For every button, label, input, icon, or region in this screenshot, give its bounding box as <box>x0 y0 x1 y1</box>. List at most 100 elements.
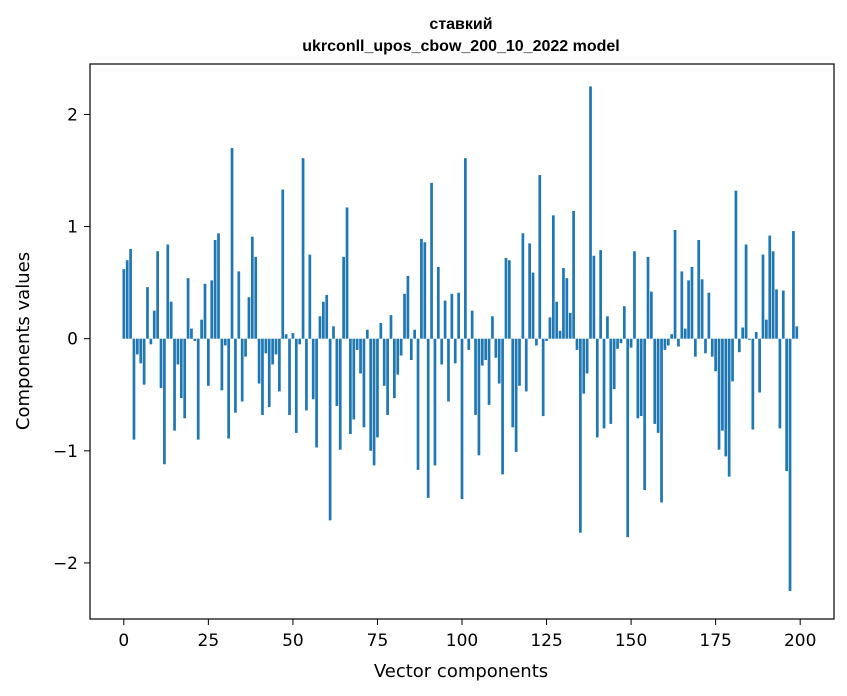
bar <box>227 338 231 439</box>
bar <box>518 338 521 386</box>
bar <box>467 338 471 350</box>
bar <box>501 338 504 475</box>
bar <box>328 338 332 521</box>
bar <box>592 255 596 339</box>
bar <box>179 338 183 399</box>
bar <box>426 338 430 498</box>
bar <box>724 338 728 457</box>
bar <box>538 175 542 339</box>
x-axis: 0 25 50 75 100 125 150 175 200 <box>118 619 816 651</box>
bar <box>653 338 657 424</box>
y-axis-label: Components values <box>13 252 34 430</box>
x-tick-label: 50 <box>282 631 304 651</box>
bar <box>535 338 538 346</box>
bar <box>457 292 460 339</box>
bar <box>744 244 748 339</box>
bar <box>595 338 599 438</box>
bar <box>511 338 515 428</box>
bar <box>190 328 193 339</box>
bar <box>200 319 203 339</box>
bar <box>163 338 166 465</box>
bar <box>748 338 751 340</box>
bar <box>795 326 799 339</box>
bar <box>710 338 714 357</box>
bar <box>146 287 149 339</box>
bar <box>585 338 589 374</box>
bar <box>261 338 264 415</box>
bar <box>396 338 400 375</box>
x-tick-label: 125 <box>530 631 562 651</box>
bar <box>382 338 386 386</box>
bar <box>484 338 488 360</box>
bar <box>207 338 210 386</box>
bar <box>183 338 187 419</box>
bar <box>646 256 650 339</box>
bar <box>129 249 132 339</box>
bar <box>741 327 745 339</box>
bar <box>193 338 197 341</box>
bar <box>666 338 670 346</box>
bar <box>677 338 680 347</box>
bar <box>629 338 633 348</box>
bar <box>480 338 484 366</box>
bar <box>250 236 254 339</box>
bar <box>379 323 383 339</box>
bar <box>551 215 555 339</box>
bar <box>213 240 217 339</box>
bar <box>636 338 640 419</box>
bar <box>430 182 433 339</box>
bar <box>223 338 227 346</box>
bar <box>494 338 498 358</box>
x-tick-label: 150 <box>615 631 647 651</box>
bar <box>734 190 738 339</box>
bar <box>355 338 359 350</box>
bar <box>413 329 417 339</box>
bar <box>555 301 559 339</box>
bar <box>775 289 778 339</box>
bar <box>737 338 741 353</box>
bar <box>704 338 707 354</box>
bar <box>159 338 163 389</box>
bar <box>301 158 305 339</box>
bar <box>342 256 345 339</box>
bar <box>369 338 373 451</box>
bar <box>660 338 663 503</box>
bar <box>477 338 481 456</box>
bar <box>372 338 376 466</box>
bar <box>589 86 592 339</box>
bar <box>514 338 518 452</box>
bar <box>210 280 214 339</box>
bar <box>264 338 268 354</box>
bar <box>284 334 288 339</box>
bar <box>612 338 616 390</box>
bar <box>521 233 525 339</box>
bar <box>497 338 501 384</box>
bar <box>318 316 322 339</box>
bar <box>345 207 349 339</box>
bar <box>562 268 565 339</box>
bar <box>572 210 575 339</box>
bar <box>470 310 474 339</box>
bar <box>278 338 281 392</box>
bar <box>761 254 765 339</box>
bar <box>541 338 545 417</box>
bar <box>196 338 200 440</box>
bar <box>643 338 646 491</box>
bar <box>156 251 159 339</box>
bar <box>524 338 528 392</box>
bar <box>751 338 755 430</box>
bar <box>176 338 180 365</box>
bar <box>321 301 325 339</box>
bar <box>376 338 379 438</box>
chart-title: ставкий <box>429 16 492 33</box>
bar <box>234 338 237 413</box>
bar <box>754 331 758 339</box>
bar <box>606 316 609 339</box>
bar <box>389 315 393 339</box>
x-tick-label: 200 <box>784 631 816 651</box>
bar <box>548 317 552 339</box>
bar <box>447 338 450 402</box>
bar <box>352 338 356 420</box>
bar <box>436 266 440 339</box>
